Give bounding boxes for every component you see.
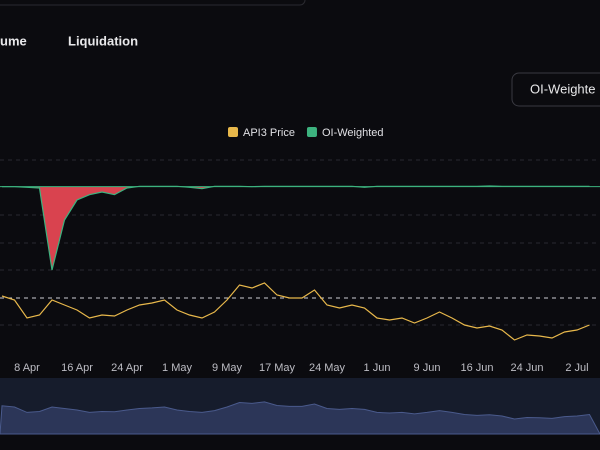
x-tick-label: 9 May <box>212 362 242 374</box>
x-tick-label: 8 Apr <box>14 362 40 374</box>
dropdown-button[interactable] <box>511 72 600 107</box>
series-line <box>1 282 590 341</box>
series-line <box>2 185 590 271</box>
x-tick-label: 1 May <box>162 362 192 374</box>
legend-label: API3 Price <box>243 127 295 139</box>
x-tick-label: 16 Jun <box>460 362 493 374</box>
dropdown-label: OI-Weighte <box>530 81 596 96</box>
x-tick-label: 16 Apr <box>61 362 93 374</box>
tab[interactable]: ume <box>0 33 27 48</box>
x-tick-label: 1 Jun <box>364 362 391 374</box>
x-tick-label: 17 May <box>259 362 296 374</box>
x-tick-label: 24 May <box>309 362 346 374</box>
tab[interactable]: Liquidation <box>68 33 138 48</box>
x-tick-label: 2 Jul <box>565 362 588 374</box>
funding-area <box>2 186 590 270</box>
legend-swatch <box>306 127 317 137</box>
search-box[interactable] <box>0 0 306 6</box>
x-tick-label: 9 Jun <box>414 362 441 374</box>
x-tick-label: 24 Apr <box>111 362 143 374</box>
legend-label: OI-Weighted <box>322 127 384 139</box>
x-tick-label: 24 Jun <box>510 362 543 374</box>
legend-swatch <box>228 127 238 137</box>
navigator-area <box>0 401 600 435</box>
